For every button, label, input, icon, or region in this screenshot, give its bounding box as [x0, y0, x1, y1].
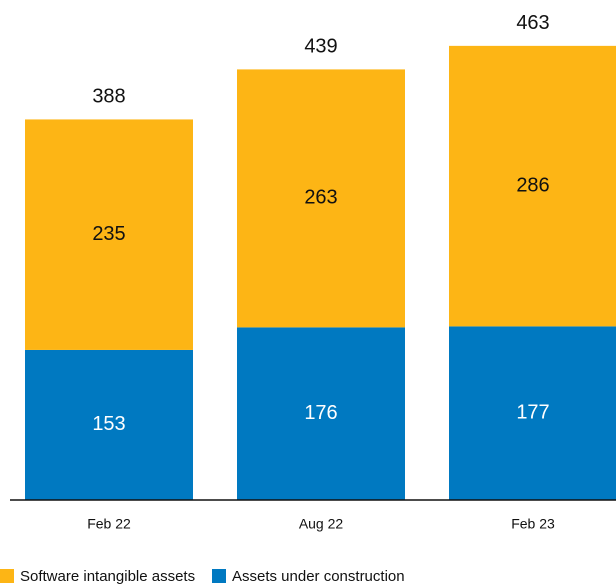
- bar-segment: [237, 69, 405, 328]
- segment-label: 177: [516, 401, 549, 423]
- segment-label: 153: [92, 413, 125, 435]
- legend-label: Software intangible assets: [20, 568, 195, 584]
- x-tick-label: Feb 23: [511, 516, 555, 532]
- legend-swatch: [212, 569, 226, 583]
- bar-segment: [25, 349, 193, 500]
- total-label: 388: [92, 86, 125, 108]
- bar-segment: [25, 119, 193, 350]
- segment-label: 263: [304, 187, 337, 209]
- total-label: 463: [516, 12, 549, 34]
- segment-label: 286: [516, 174, 549, 196]
- bar-segment: [237, 327, 405, 500]
- segment-label: 235: [92, 223, 125, 245]
- x-tick-label: Feb 22: [87, 516, 131, 532]
- bar-segment: [449, 45, 616, 327]
- segment-label: 176: [304, 402, 337, 424]
- legend-swatch: [0, 569, 14, 583]
- legend-label: Assets under construction: [232, 568, 405, 584]
- bar-segment: [449, 326, 616, 500]
- x-tick-label: Aug 22: [299, 516, 344, 532]
- total-label: 439: [304, 36, 337, 58]
